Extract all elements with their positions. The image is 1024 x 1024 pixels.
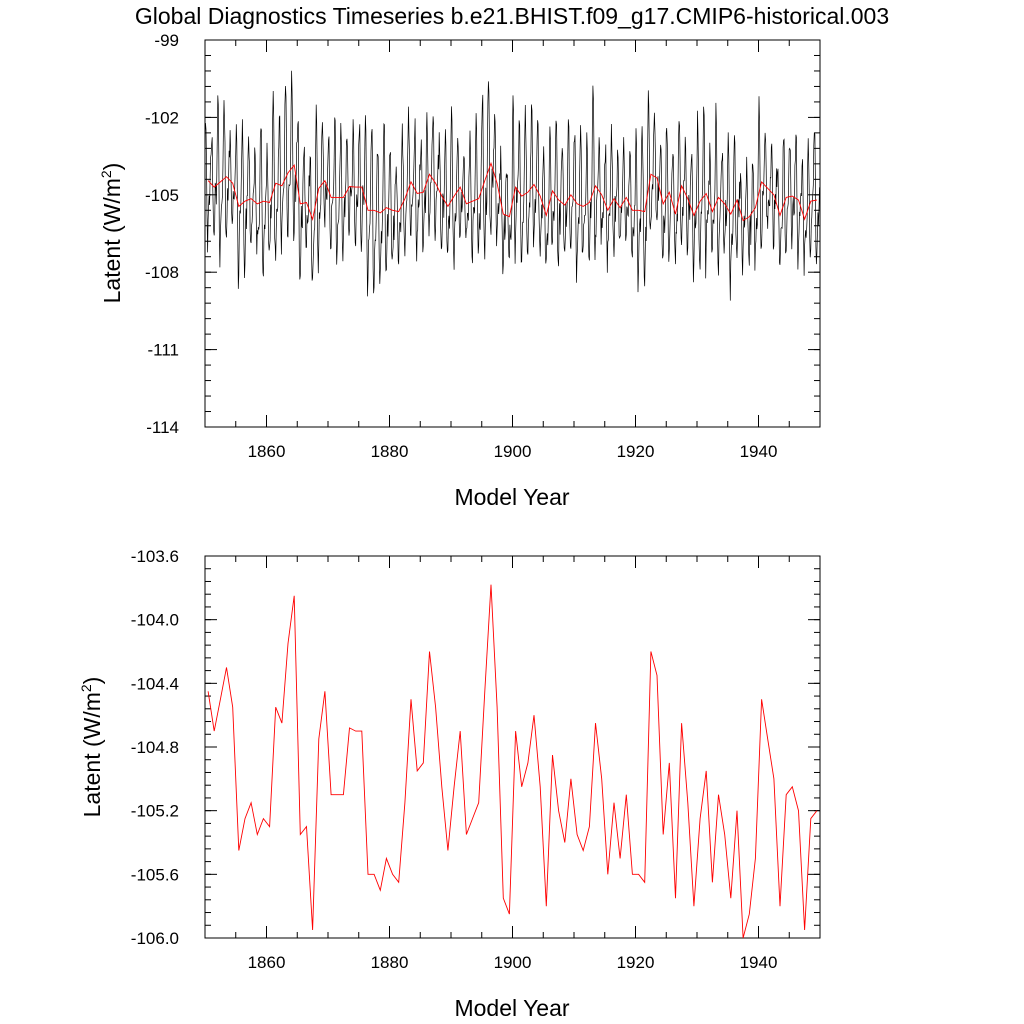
top-x-tick-label: 1860 [248, 442, 286, 461]
bottom-y-axis-label: Latent (W/m2) [78, 677, 105, 818]
top-axis-ticks: 1860 1880 1900 1920 1940 -114 -111 -108 -105 -102… [145, 31, 821, 461]
bottom-x-axis-label: Model Year [454, 995, 569, 1021]
bottom-y-tick-label: -104.0 [131, 611, 179, 630]
top-y-tick-label: -105 [145, 186, 179, 205]
bottom-x-tick-label: 1900 [494, 953, 532, 972]
top-series [204, 70, 820, 301]
bottom-y-tick-label: -104.4 [131, 674, 179, 693]
bottom-annual-series-line [207, 584, 818, 939]
top-y-axis-label: Latent (W/m2) [98, 163, 125, 304]
bottom-y-tick-label: -105.2 [131, 802, 179, 821]
top-annual-series-line [207, 161, 817, 222]
bottom-x-tick-label: 1860 [248, 953, 286, 972]
bottom-x-tick-label: 1920 [617, 953, 655, 972]
top-y-tick-label: -102 [145, 108, 179, 127]
top-y-tick-label: -108 [145, 263, 179, 282]
top-y-tick-label: -111 [147, 341, 179, 360]
bottom-y-tick-label: -103.6 [131, 547, 179, 566]
top-x-tick-label: 1940 [740, 442, 778, 461]
bottom-x-tick-label: 1880 [371, 953, 409, 972]
top-x-axis-label: Model Year [454, 484, 569, 510]
top-monthly-series-line [204, 70, 820, 301]
bottom-panel: 1860 1880 1900 1920 1940 -106.0 -105.6 -105.2 -1… [78, 547, 821, 1021]
top-x-tick-label: 1920 [617, 442, 655, 461]
bottom-axis-ticks: 1860 1880 1900 1920 1940 -106.0 -105.6 -105.2 -1… [131, 547, 821, 972]
bottom-x-tick-label: 1940 [740, 953, 778, 972]
top-x-tick-label: 1900 [494, 442, 532, 461]
top-panel: 1860 1880 1900 1920 1940 -114 -111 -108 -105 -102… [98, 31, 821, 510]
bottom-plot-frame [204, 555, 821, 939]
figure-title: Global Diagnostics Timeseries b.e21.BHIS… [135, 3, 889, 29]
top-x-tick-label: 1880 [371, 442, 409, 461]
bottom-y-tick-label: -104.8 [131, 738, 179, 757]
top-plot-frame [204, 39, 821, 428]
bottom-y-tick-label: -106.0 [131, 929, 179, 948]
top-y-tick-label: -114 [146, 418, 179, 437]
bottom-series [207, 584, 818, 939]
top-y-tick-label: -99 [154, 31, 179, 50]
bottom-y-tick-label: -105.6 [131, 865, 179, 884]
